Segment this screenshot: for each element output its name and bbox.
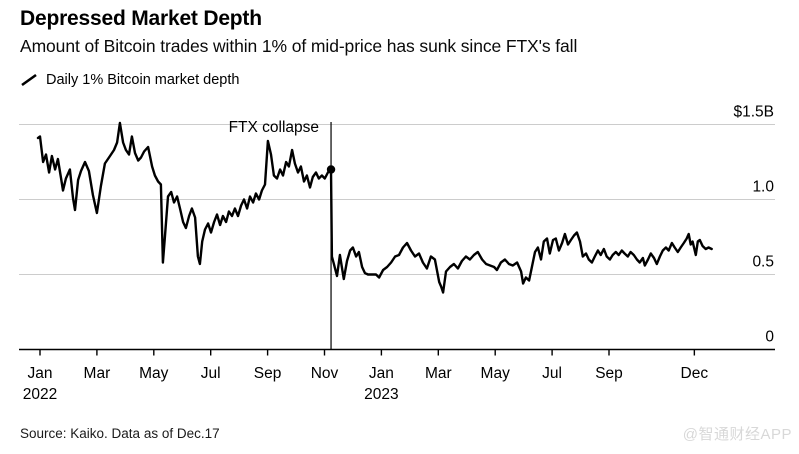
source-note: Source: Kaiko. Data as of Dec.17 [20,426,220,441]
chart-subtitle: Amount of Bitcoin trades within 1% of mi… [20,36,578,56]
series-line [36,121,713,294]
legend: Daily 1% Bitcoin market depth [20,72,239,88]
x-tick-year-label: 2023 [364,386,398,403]
page-title: Depressed Market Depth [20,7,262,30]
x-tick-label: Jan [369,365,394,382]
y-tick-label: 1.0 [752,179,774,196]
x-tick-label: Jul [201,365,221,382]
x-tick-year-label: 2022 [23,386,57,403]
watermark: @智通财经APP [682,426,792,443]
y-tick-label: $1.5B [733,104,774,121]
chart-canvas: Jan 2022 Mar May Jul Sep Nov Jan 2023 Mar May Jul Se… [19,104,775,403]
x-tick-label: May [481,365,511,382]
x-tick-label: Mar [425,365,452,382]
x-tick-label: Nov [311,365,339,382]
x-tick-label: Jul [542,365,562,382]
legend-line-icon [21,73,37,87]
x-tick-label: Dec [681,365,709,382]
legend-label: Daily 1% Bitcoin market depth [46,72,240,88]
y-tick-label: 0.5 [752,254,774,271]
x-tick-label: May [139,365,169,382]
x-tick-label: Sep [595,365,623,382]
y-tick-label: 0 [765,329,774,346]
series-marker-dot [326,165,336,174]
x-tick-label: Jan [28,365,53,382]
x-tick-label: Sep [254,365,282,382]
annotation-label: FTX collapse [229,119,319,136]
x-tick-label: Mar [84,365,111,382]
